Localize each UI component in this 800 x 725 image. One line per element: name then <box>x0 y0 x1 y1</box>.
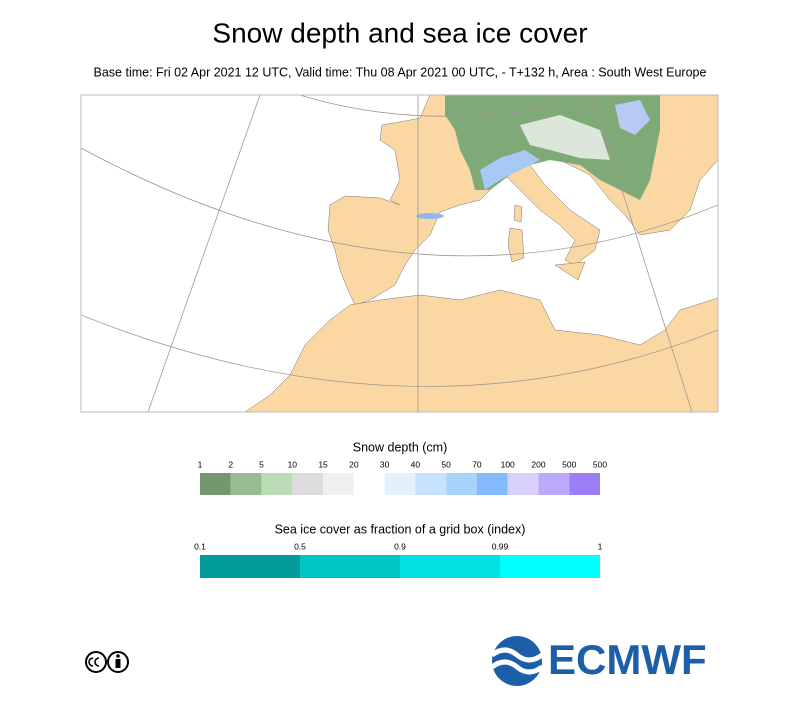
legend-swatch <box>230 473 262 495</box>
snow-light <box>520 115 610 160</box>
legend-swatch <box>415 473 447 495</box>
legend-label: 0.5 <box>294 541 306 551</box>
legend-label: 500 <box>593 459 607 469</box>
legend-label: 15 <box>318 459 328 469</box>
subtitle: Base time: Fri 02 Apr 2021 12 UTC, Valid… <box>94 65 707 79</box>
ecmwf-logo: ECMWF <box>490 636 707 686</box>
legend-swatch <box>300 555 400 578</box>
legend-swatch <box>500 555 600 578</box>
legend-label: 70 <box>472 459 482 469</box>
legend-swatch <box>400 555 500 578</box>
legend-label: 40 <box>411 459 421 469</box>
legend-label: 0.1 <box>194 541 206 551</box>
snow-pyrenees <box>416 213 444 219</box>
legend-title: Snow depth (cm) <box>353 440 447 454</box>
legend-swatch <box>538 473 570 495</box>
snow-blue-alps <box>480 150 540 190</box>
map <box>80 94 719 413</box>
legend-label: 50 <box>441 459 451 469</box>
legend-title: Sea ice cover as fraction of a grid box … <box>275 522 526 536</box>
legend-swatch <box>200 555 300 578</box>
legend-swatch <box>261 473 293 495</box>
legend-swatch <box>384 473 416 495</box>
legend-label: 1 <box>198 459 203 469</box>
legend-label: 100 <box>501 459 515 469</box>
title: Snow depth and sea ice cover <box>212 17 587 48</box>
legend-swatch <box>569 473 600 495</box>
legend-label: 1 <box>598 541 603 551</box>
legend-label: 20 <box>349 459 359 469</box>
legend-swatch <box>353 473 385 495</box>
cc-icon <box>85 651 129 673</box>
legend-label: 2 <box>228 459 233 469</box>
ice-legend: Sea ice cover as fraction of a grid box … <box>194 522 603 578</box>
legend-label: 0.99 <box>492 541 509 551</box>
legend-label: 10 <box>288 459 298 469</box>
legend-label: 200 <box>531 459 545 469</box>
legend-label: 0.9 <box>394 541 406 551</box>
logo-text: ECMWF <box>548 636 707 683</box>
legend-swatch <box>323 473 354 495</box>
snow-legend: Snow depth (cm) 1 2 5 10 15 20 30 40 50 70 100 200 5… <box>198 440 607 495</box>
legend-swatch <box>446 473 477 495</box>
island-sicily <box>554 261 586 281</box>
legend-swatch <box>292 473 324 495</box>
map-frame <box>80 94 719 413</box>
snow-blue-alps-east <box>615 100 650 135</box>
land-africa <box>244 289 718 412</box>
legend-label: 500 <box>562 459 576 469</box>
legend-swatch <box>476 473 508 495</box>
legend-swatch <box>200 473 231 495</box>
legend-swatch <box>507 473 539 495</box>
island-corsica <box>513 204 523 223</box>
legend-label: 30 <box>380 459 390 469</box>
legend-label: 5 <box>259 459 264 469</box>
graticule <box>81 95 718 412</box>
